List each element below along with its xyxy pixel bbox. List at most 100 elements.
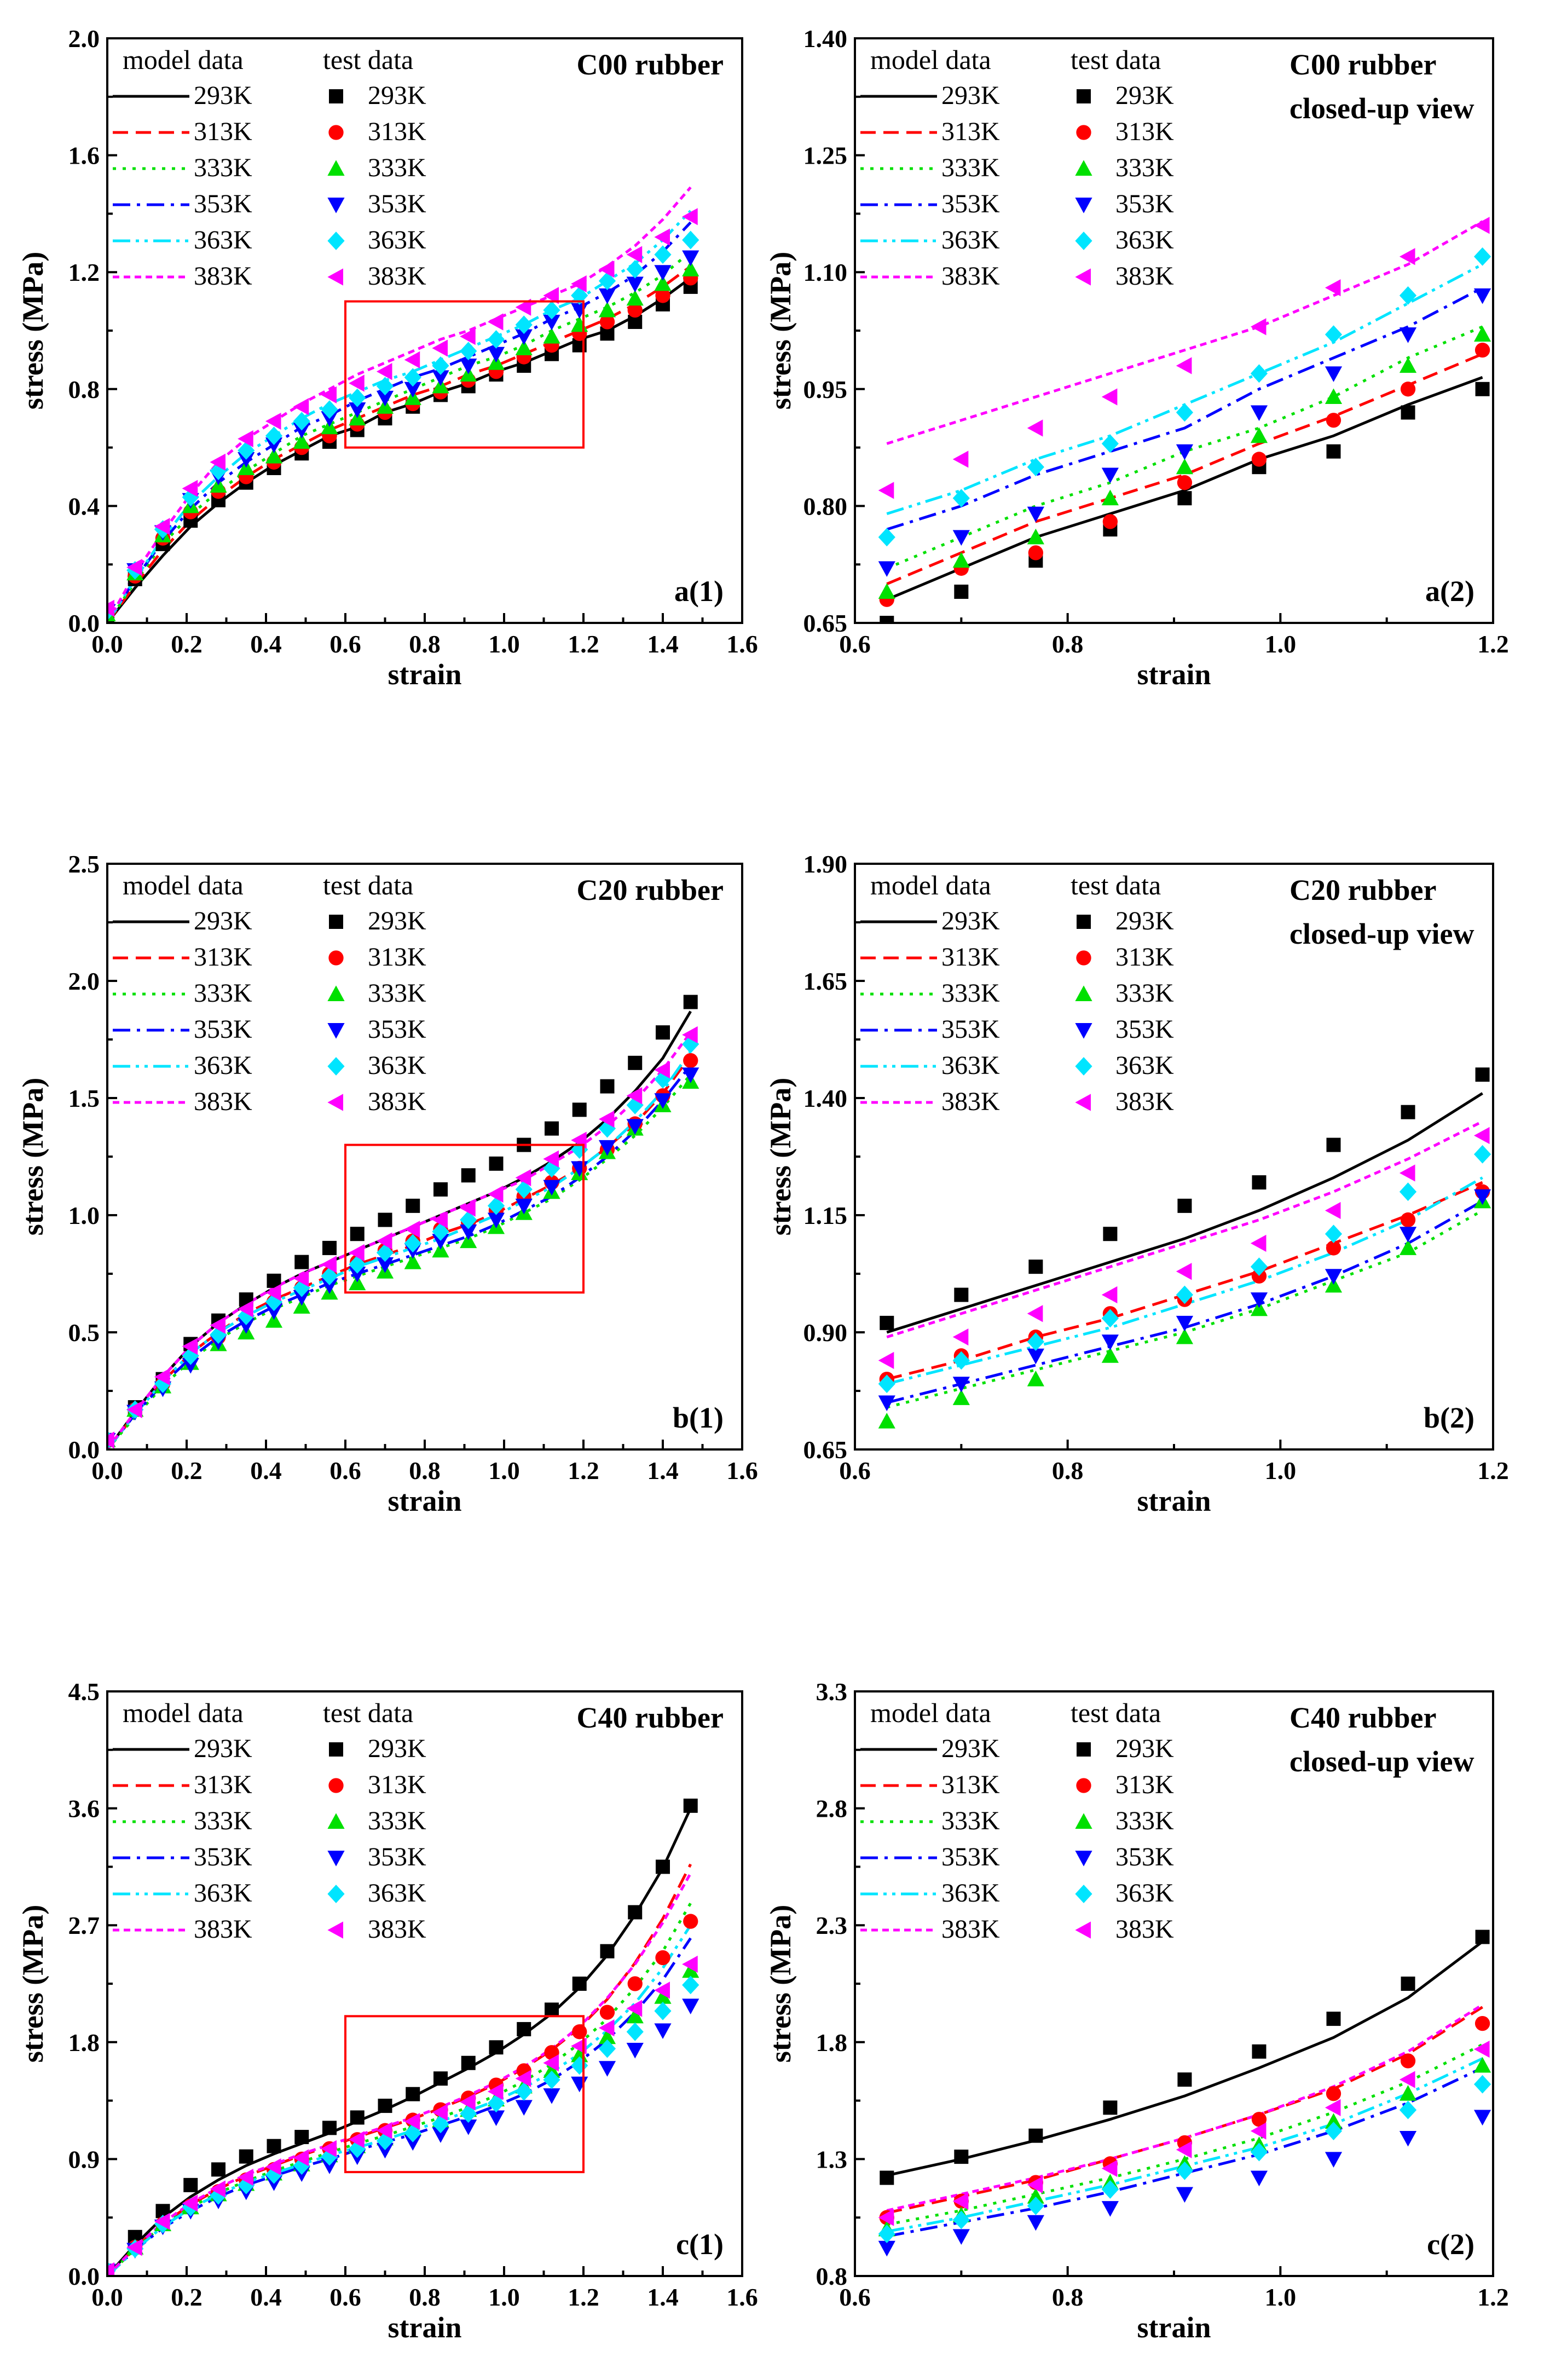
- x-axis-title: strain: [388, 1484, 462, 1517]
- test-point-293K: [294, 2130, 309, 2145]
- legend-test-label: 353K: [368, 189, 426, 218]
- test-point-353K: [878, 1395, 895, 1411]
- test-point-293K: [954, 585, 969, 599]
- legend-model-label: 363K: [194, 1879, 252, 1908]
- test-point-363K: [1027, 458, 1044, 477]
- test-point-293K: [1401, 405, 1415, 420]
- test-point-363K: [515, 1180, 533, 1199]
- test-point-353K: [265, 437, 283, 453]
- test-point-383K: [210, 2180, 225, 2198]
- y-tick-label: 0.5: [68, 1319, 100, 1347]
- test-point-293K: [406, 1198, 420, 1213]
- x-tick-label: 0.6: [329, 1457, 361, 1484]
- test-point-333K: [1250, 1300, 1268, 1316]
- test-point-363K: [952, 489, 970, 508]
- x-tick-label: 0.0: [91, 630, 123, 658]
- test-point-353K: [598, 1140, 616, 1156]
- legend-model-label: 363K: [941, 1051, 1000, 1080]
- test-point-363K: [432, 356, 449, 375]
- legend-test-label: 293K: [1115, 81, 1174, 110]
- test-point-383K: [543, 1150, 559, 1168]
- test-point-383K: [404, 351, 420, 368]
- test-point-383K: [376, 1232, 392, 1250]
- legend-model-label: 293K: [941, 81, 1000, 110]
- test-point-293K: [267, 2139, 281, 2153]
- legend-marker-363K: [327, 1057, 345, 1076]
- legend-marker-313K: [1076, 950, 1091, 966]
- test-point-353K: [682, 1067, 699, 1083]
- test-point-363K: [543, 2070, 560, 2089]
- legend-model-label: 383K: [194, 1087, 252, 1116]
- test-point-313K: [599, 2004, 615, 2020]
- model-curve-363K: [107, 1050, 692, 1449]
- legend-marker-363K: [327, 232, 345, 250]
- model-curve-293K: [107, 1010, 692, 1449]
- x-tick-label: 1.6: [726, 630, 758, 658]
- legend-model-header: model data: [870, 1697, 991, 1728]
- model-curve-293K: [107, 276, 692, 623]
- legend-test-label: 383K: [368, 262, 426, 291]
- test-point-333K: [1176, 1328, 1194, 1344]
- test-point-383K: [952, 1328, 969, 1346]
- test-point-353K: [1250, 1292, 1268, 1308]
- legend-test-header: test data: [323, 1697, 413, 1728]
- test-point-353K: [376, 390, 394, 407]
- test-point-353K: [682, 250, 699, 267]
- test-point-293K: [1028, 1260, 1043, 1274]
- test-point-293K: [1326, 1137, 1341, 1152]
- test-point-293K: [322, 2121, 337, 2135]
- test-point-363K: [349, 388, 366, 407]
- test-point-353K: [1399, 327, 1417, 343]
- x-tick-label: 1.2: [1477, 630, 1509, 658]
- legend-marker-333K: [327, 985, 345, 1001]
- test-point-383K: [460, 328, 476, 345]
- test-point-363K: [1325, 325, 1343, 344]
- test-point-293K: [211, 2162, 225, 2177]
- test-point-313K: [1028, 545, 1044, 561]
- test-point-333K: [1325, 2113, 1343, 2129]
- test-point-333K: [626, 2007, 644, 2024]
- test-point-313K: [1326, 1240, 1341, 1256]
- x-tick-label: 0.6: [329, 2283, 361, 2311]
- test-point-383K: [293, 1269, 309, 1287]
- test-point-363K: [878, 2225, 895, 2244]
- model-curve-383K: [886, 220, 1483, 445]
- test-point-383K: [293, 2149, 309, 2167]
- test-point-363K: [349, 1255, 366, 1274]
- legend-model-label: 333K: [194, 1806, 252, 1835]
- model-curve-353K: [886, 286, 1483, 531]
- test-point-333K: [1027, 2188, 1044, 2204]
- legend-marker-383K: [327, 1921, 343, 1939]
- legend-test-label: 333K: [1115, 979, 1174, 1008]
- test-point-353K: [487, 2110, 505, 2127]
- test-point-383K: [154, 1368, 170, 1385]
- test-point-333K: [543, 2062, 560, 2078]
- test-point-383K: [321, 1256, 337, 1273]
- test-point-333K: [265, 1312, 283, 1328]
- test-point-363K: [432, 2115, 449, 2134]
- test-point-353K: [432, 370, 449, 386]
- test-point-293K: [1028, 2128, 1043, 2143]
- legend-model-label: 363K: [194, 226, 252, 255]
- test-point-363K: [182, 1346, 199, 1365]
- test-point-353K: [376, 1257, 394, 1273]
- test-point-363K: [487, 1196, 505, 1215]
- test-point-383K: [1101, 388, 1118, 406]
- test-point-363K: [460, 1210, 477, 1229]
- test-point-353K: [1250, 405, 1268, 421]
- test-point-363K: [626, 2022, 644, 2041]
- legend-test-label: 353K: [1115, 1842, 1174, 1871]
- test-point-383K: [1473, 2041, 1490, 2058]
- test-point-313K: [1400, 1212, 1416, 1228]
- x-tick-label: 0.2: [171, 1457, 203, 1484]
- test-point-383K: [293, 398, 309, 415]
- test-point-353K: [432, 2127, 449, 2143]
- y-tick-label: 1.25: [803, 142, 848, 170]
- test-point-363K: [321, 400, 338, 419]
- test-point-383K: [1399, 2071, 1415, 2088]
- test-point-293K: [461, 1168, 476, 1183]
- model-curve-353K: [107, 1937, 692, 2276]
- test-point-353K: [1473, 1189, 1491, 1205]
- test-point-363K: [682, 1975, 699, 1995]
- legend-model-label: 293K: [941, 1734, 1000, 1763]
